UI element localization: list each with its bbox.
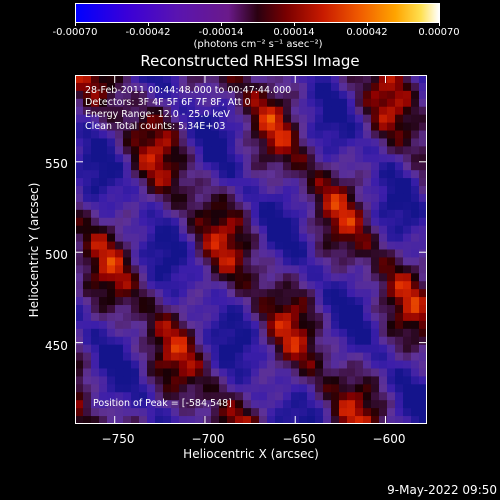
y-tick-label: 550	[45, 157, 68, 171]
colorbar-label: -0.00014	[198, 27, 244, 38]
plot-area: 28-Feb-2011 00:44:48.000 to 00:47:44.000…	[75, 75, 427, 424]
annotation-counts: Clean Total counts: 5.34E+03	[85, 121, 226, 132]
colorbar-tick	[294, 23, 295, 26]
colorbar-tick	[439, 23, 440, 26]
y-tick-label: 450	[45, 339, 68, 353]
colorbar-label: -0.00070	[52, 27, 98, 38]
datestamp: 9-May-2022 09:50	[387, 483, 497, 497]
peak-position-label: Position of Peak = [-584,548]	[93, 398, 232, 409]
annotation-energy: Energy Range: 12.0 - 25.0 keV	[85, 109, 230, 120]
y-tick-label: 500	[45, 248, 68, 262]
chart-title: Reconstructed RHESSI Image	[140, 52, 360, 70]
plot-frame	[75, 75, 427, 424]
colorbar-label: -0.00042	[125, 27, 171, 38]
x-tick-label: −750	[101, 432, 135, 446]
colorbar-tick	[148, 23, 149, 26]
colorbar-label: 0.00070	[418, 27, 460, 38]
colorbar-label: 0.00042	[346, 27, 388, 38]
heatmap-image	[75, 75, 427, 424]
x-tick-label: −600	[372, 432, 406, 446]
colorbar-label: 0.00014	[273, 27, 315, 38]
annotation-time: 28-Feb-2011 00:44:48.000 to 00:47:44.000	[85, 85, 292, 96]
x-tick-label: −650	[282, 432, 316, 446]
annotation-detectors: Detectors: 3F 4F 5F 6F 7F 8F, Att 0	[85, 97, 251, 108]
colorbar	[75, 3, 440, 23]
heatmap-cells	[75, 75, 427, 424]
colorbar-tick	[75, 23, 76, 26]
colorbar-units: (photons cm⁻² s⁻¹ asec⁻²)	[193, 39, 323, 50]
x-axis-label: Heliocentric X (arcsec)	[183, 447, 319, 461]
x-tick-label: −700	[191, 432, 225, 446]
y-axis-label: Heliocentric Y (arcsec)	[27, 182, 41, 318]
colorbar-tick	[221, 23, 222, 26]
colorbar-tick	[367, 23, 368, 26]
